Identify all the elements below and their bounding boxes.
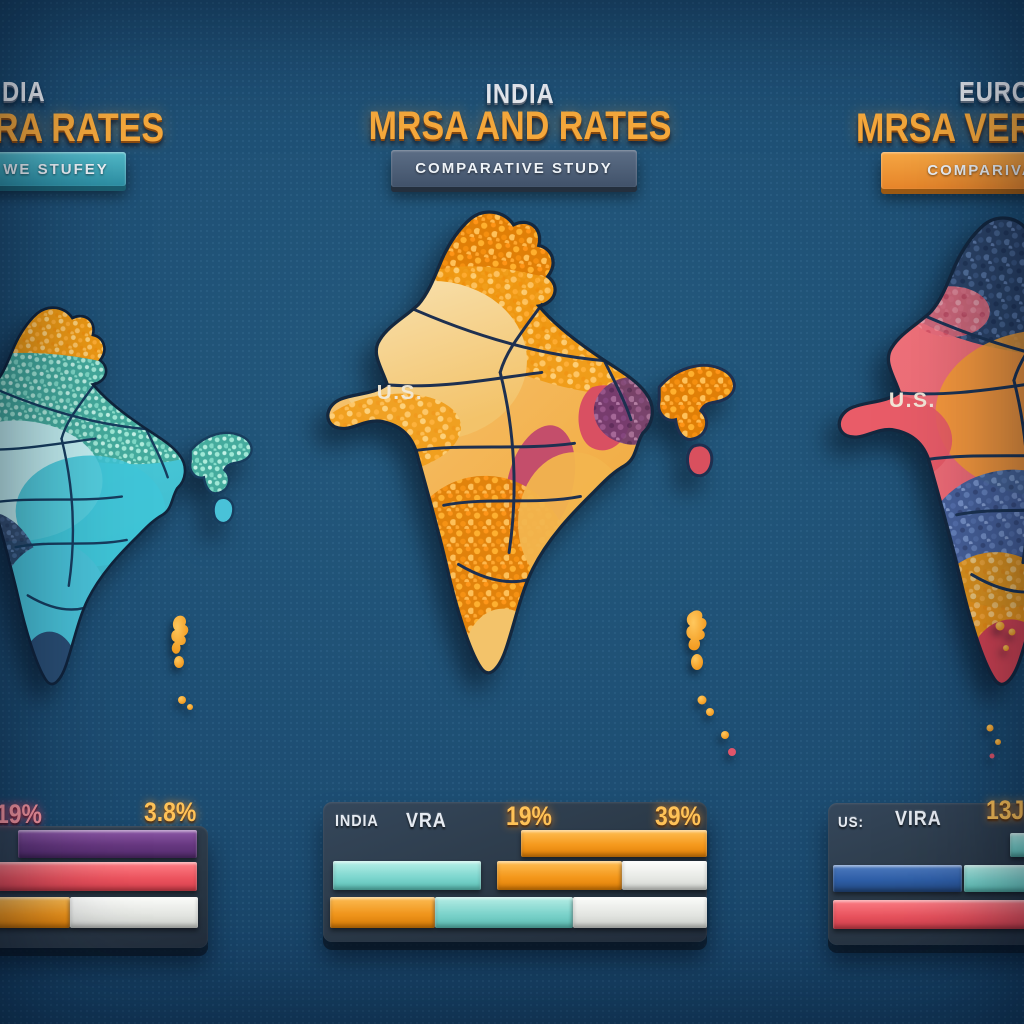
banner-right: COMPARIVA [881,152,1024,189]
legend-bar-orange [497,861,622,890]
legend-right-metric: VIRA [895,808,942,830]
title-left-line2: RA RATES [0,106,164,150]
legend-center-pct1: 19% [506,801,552,831]
legend-bar-teal [333,861,481,890]
island-dots-left [171,615,193,710]
banner-left: WE STUFEY [0,152,126,186]
title-left-line1: DIA [2,76,46,107]
legend-bar-white [70,897,198,928]
title-right-line1: EURO [959,76,1024,107]
island-dots-center [686,610,736,756]
legend-bar-white [573,897,707,928]
legend-bar-teal [1010,833,1024,857]
map-label-right: U.S. [889,389,936,412]
legend-bar-purple [18,830,197,858]
india-map-left [0,306,253,686]
legend-bar-white [622,861,707,890]
legend-right-pct1: 13J [986,795,1024,825]
legend-left-pct-right: 3.8% [144,797,197,827]
legend-center-metric: VRA [406,810,447,832]
legend-bar-teal [435,897,573,928]
legend-bar-orange [521,830,707,857]
island-dots-right [986,621,1016,759]
legend-center-pct2: 39% [655,801,701,831]
india-map-right: U.S. [837,216,1024,687]
title-center-line2: MRSA AND RATES [368,104,672,148]
legend-bar-teal [964,865,1024,892]
title-right-line2: MRSA VER [856,106,1024,150]
legend-left-pct-left: 19% [0,799,42,829]
legend-right-country: US: [838,814,864,831]
map-label-center: U.S. [377,381,423,404]
banner-center: COMPARATIVE STUDY [391,150,637,187]
legend-bar-orange [330,897,435,928]
title-center-line1: INDIA [485,78,555,109]
legend-bar-red [0,862,197,891]
legend-center-country: INDIA [335,813,379,830]
legend-bar-orange [0,897,70,928]
legend-bar-red [833,900,1024,929]
legend-bar-blue [833,865,962,892]
india-map-center: U.S. [326,210,736,675]
